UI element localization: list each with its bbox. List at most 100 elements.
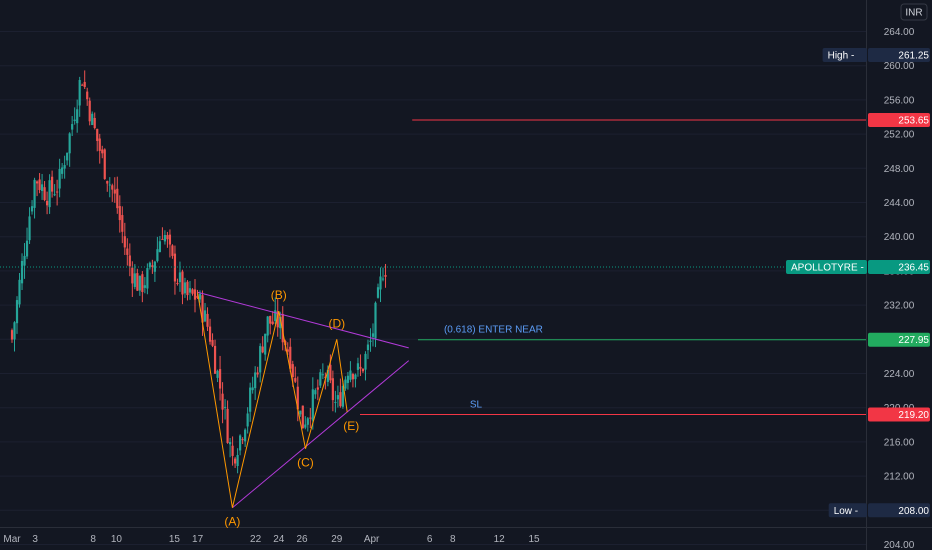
price-tag: 253.65	[868, 112, 930, 127]
price-tag: 227.95	[868, 332, 930, 347]
candle-body	[346, 375, 350, 383]
x-tick-label: 6	[427, 534, 433, 545]
candle-body	[91, 113, 94, 126]
x-tick-label: 10	[111, 534, 123, 545]
y-tick-label: 260.00	[884, 61, 915, 72]
candle-body	[341, 385, 345, 407]
price-tag-value: 236.45	[898, 263, 929, 274]
candle-body	[193, 289, 197, 300]
candle-body	[201, 295, 204, 323]
candle-body	[309, 417, 312, 419]
y-tick-label: 264.00	[884, 27, 915, 38]
y-tick-label: 224.00	[884, 369, 915, 380]
candle-body	[223, 406, 227, 408]
candle-body	[369, 340, 372, 342]
candle-body	[121, 215, 124, 232]
candle-body	[376, 287, 380, 298]
candle-body	[241, 439, 244, 441]
candle-body	[276, 311, 279, 328]
x-tick-label: 15	[528, 534, 540, 545]
triangle-upper-line[interactable]	[197, 291, 409, 349]
candle-body	[98, 138, 101, 151]
candle-body	[304, 424, 307, 428]
candle-body	[239, 435, 242, 451]
candle-body	[221, 393, 224, 410]
wave-label: (D)	[328, 316, 345, 330]
candle-body	[38, 179, 41, 191]
candle-body	[306, 418, 309, 425]
candle-body	[35, 181, 39, 184]
time-axis[interactable]: Mar 3 8 10 15 17 22 24 26 29 Apr 6 8 12 15	[3, 534, 540, 545]
candle-body	[349, 370, 352, 380]
x-tick-label: 15	[169, 534, 181, 545]
candle-body	[234, 458, 237, 464]
candle-body	[321, 374, 324, 376]
candle-body	[48, 180, 51, 208]
candle-body	[244, 429, 247, 442]
candle-body	[103, 149, 106, 179]
candle-body	[324, 376, 327, 378]
candle-body	[311, 389, 314, 421]
price-tag-label: APOLLOTYRE -	[791, 263, 864, 274]
candle-body	[191, 289, 194, 294]
candle-body	[168, 234, 172, 245]
currency-badge[interactable]: INR	[900, 3, 928, 21]
y-tick-label: 252.00	[884, 130, 915, 141]
price-tag-value: 253.65	[898, 115, 929, 126]
candle-body	[131, 267, 134, 284]
candle-body	[289, 346, 292, 369]
candle-body	[86, 91, 89, 100]
candle-body	[166, 235, 169, 240]
candle-body	[236, 454, 239, 466]
x-tick-label: 24	[273, 534, 285, 545]
candle-body	[23, 255, 26, 266]
candle-body	[374, 302, 377, 339]
candle-body	[66, 152, 69, 161]
candle-body	[356, 363, 360, 370]
candle-body	[354, 374, 357, 380]
candle-body	[111, 185, 114, 190]
price-tag-value: 227.95	[898, 335, 929, 346]
candle-body	[299, 410, 302, 415]
candle-body	[25, 240, 29, 257]
candle-body	[88, 100, 91, 122]
y-tick-label: 240.00	[884, 232, 915, 243]
x-tick-label: 17	[192, 534, 204, 545]
y-tick-label: 204.00	[884, 540, 915, 550]
candle-body	[63, 165, 66, 169]
price-tags: 261.25 High - 253.65 236.45 APOLLOTYRE - 227.…	[786, 48, 930, 518]
candle-body	[183, 282, 187, 294]
candle-body	[33, 179, 36, 208]
candle-body	[96, 128, 99, 141]
candle-body	[163, 235, 167, 242]
candle-body	[178, 272, 182, 283]
candle-body	[249, 387, 252, 412]
wave-label: (A)	[224, 515, 240, 529]
candle-body	[143, 285, 146, 288]
candle-body	[58, 169, 61, 189]
candle-body	[71, 124, 74, 130]
candle-body	[198, 293, 202, 300]
candle-body	[216, 370, 219, 378]
candle-body	[51, 176, 54, 192]
candle-body	[251, 387, 254, 391]
candle-body	[108, 184, 111, 186]
candle-body	[113, 189, 116, 194]
x-tick-label: 22	[250, 534, 262, 545]
candle-body	[279, 316, 282, 329]
candle-body	[181, 271, 184, 295]
candle-body	[361, 368, 365, 372]
wave-zigzag[interactable]	[197, 292, 348, 508]
x-tick-label: 29	[331, 534, 343, 545]
candle-body	[76, 109, 79, 124]
y-tick-label: 256.00	[884, 95, 915, 106]
x-tick-label: Mar	[3, 534, 21, 545]
candle-body	[28, 216, 31, 241]
candle-body	[133, 273, 136, 287]
candle-body	[156, 249, 159, 262]
triangle-lower-line[interactable]	[232, 360, 410, 509]
candle-body	[151, 265, 154, 267]
candle-body	[256, 372, 259, 375]
